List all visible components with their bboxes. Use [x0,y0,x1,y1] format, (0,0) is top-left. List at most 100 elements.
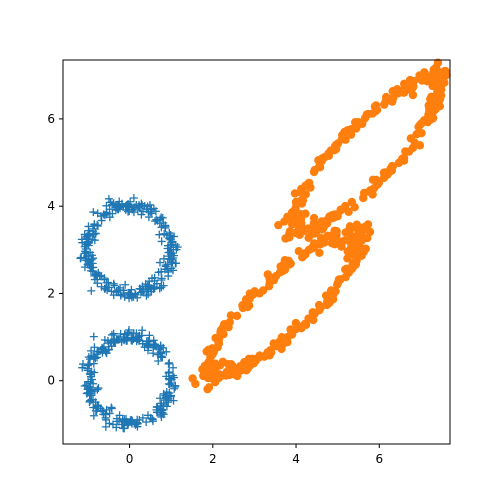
data-point [80,381,89,390]
data-point [155,219,164,228]
data-point [81,245,90,254]
data-point [129,193,138,202]
data-point [357,227,366,237]
data-point [133,419,142,428]
y-tick-label: 4 [47,199,55,213]
data-point [373,180,382,189]
data-point [165,248,174,257]
data-point [149,349,158,358]
data-point [152,279,161,288]
data-point [164,368,173,377]
data-point [148,274,157,283]
data-point [340,127,349,137]
data-point [142,417,151,426]
data-point [349,257,359,267]
data-point [110,337,119,346]
data-point [105,205,114,214]
data-point [133,293,142,302]
data-point [441,66,450,76]
data-point [415,141,425,150]
data-point [93,279,102,288]
data-point [159,343,168,352]
data-point [206,372,215,381]
data-point [213,342,222,352]
data-point [433,58,443,67]
series-1 [188,58,451,394]
data-point [157,283,166,292]
data-point [116,291,125,300]
data-point [90,220,99,229]
data-point [98,343,107,352]
data-point [105,419,114,428]
data-point [170,384,179,393]
data-point [126,291,135,300]
data-point [86,355,95,364]
data-point [169,266,178,275]
data-point [277,344,286,354]
data-point [394,88,403,98]
data-point [155,258,164,267]
data-point [304,233,313,242]
data-point [245,289,255,298]
data-point [162,394,171,403]
data-point [333,278,343,288]
data-point [315,248,324,258]
data-point [131,289,140,298]
data-point [255,289,264,298]
data-point [283,337,292,347]
data-point [290,219,300,228]
data-point [121,201,130,210]
data-point [100,336,109,345]
data-point [139,287,148,296]
data-point [286,325,295,334]
data-point [162,402,171,411]
data-point [149,336,158,345]
data-point [344,207,353,217]
data-point [160,265,169,274]
data-point [165,358,174,367]
data-point [102,405,111,414]
data-point [384,168,394,177]
data-point [91,354,100,363]
data-point [399,79,409,89]
data-point [120,418,129,427]
data-point [121,280,130,289]
data-point [291,318,301,328]
data-point [149,204,158,213]
data-point [146,414,155,423]
data-point [362,110,372,119]
data-point [260,352,269,361]
data-point [155,230,164,239]
data-point [188,374,197,383]
data-point [155,284,164,293]
data-point [280,256,290,265]
data-point [90,343,99,352]
data-point [120,292,129,301]
data-point [87,346,96,355]
data-point [414,122,423,131]
data-point [204,383,214,392]
data-point [306,244,316,253]
data-point [142,337,151,346]
data-point [352,220,362,229]
data-point [354,241,364,250]
data-point [408,90,418,100]
axes-frame [62,59,451,445]
data-point [86,372,95,381]
data-point [159,410,168,419]
points-layer [76,58,451,433]
data-point [429,65,439,74]
data-point [353,117,363,127]
data-point [157,275,166,284]
data-point [347,197,357,207]
data-point [93,221,102,230]
data-point [399,153,409,162]
data-point [122,417,131,426]
data-point [365,187,374,196]
data-point [112,286,121,295]
data-point [426,112,435,121]
data-point [291,208,301,217]
data-point [157,352,166,361]
data-point [211,366,220,375]
data-point [92,270,101,279]
